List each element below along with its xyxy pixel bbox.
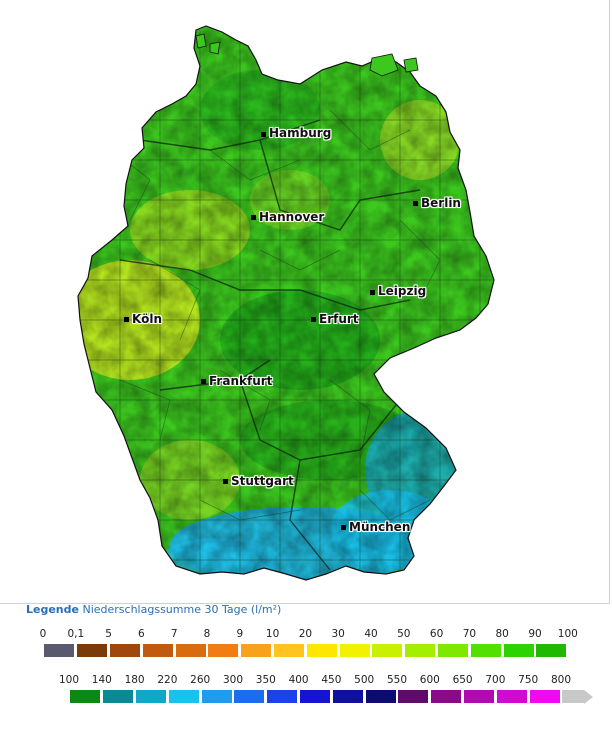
city-dot-icon: [201, 379, 206, 384]
scale-swatch: [241, 644, 272, 657]
scale-swatch: [496, 690, 527, 703]
scale-label: 100: [557, 628, 578, 640]
scale-swatch: [208, 644, 239, 657]
scale-swatch: [332, 690, 363, 703]
scale-swatch: [536, 644, 567, 657]
scale-label: 350: [255, 674, 276, 686]
color-scale-row-1: 0 0,1 5 6 7 8 9 10 20 30 40 50 60 70 80 90 100: [0, 628, 612, 664]
scale-label: 70: [462, 628, 477, 640]
city-dot-icon: [341, 525, 346, 530]
scale-label: 400: [288, 674, 309, 686]
scale-label: 550: [386, 674, 408, 686]
scale-swatch: [201, 690, 232, 703]
scale-label: 0: [39, 628, 47, 640]
coastal-islands: [195, 33, 419, 77]
city-label: Frankfurt: [209, 374, 273, 388]
scale-label: 7: [170, 628, 178, 640]
scale-label: 50: [397, 628, 411, 640]
scale-swatch: [110, 644, 140, 657]
color-scale-row-2: 100 140 180 220 260 300 350 400 450 500 550 600 650 7…: [0, 674, 612, 710]
scale-label: 600: [419, 674, 440, 686]
city-label: Hannover: [259, 210, 325, 224]
scale-swatch: [405, 644, 436, 657]
scale-swatch: [274, 644, 304, 657]
scale-swatch: [372, 644, 403, 657]
scale-swatch: [503, 644, 534, 657]
scale-label: 10: [265, 628, 280, 640]
legend-subtitle: Niederschlagssumme 30 Tage: [82, 603, 248, 616]
scale-label: 300: [222, 674, 244, 686]
scale-label: 90: [528, 628, 542, 640]
scale-label: 0,1: [67, 628, 85, 640]
city-dot-icon: [413, 201, 418, 206]
scale-label: 60: [429, 628, 444, 640]
scale-label: 40: [364, 628, 378, 640]
scale-swatch: [103, 690, 134, 703]
scale-swatch: [300, 690, 330, 703]
district-borders: [80, 30, 494, 580]
scale-swatch: [142, 644, 173, 657]
scale-label: 80: [495, 628, 509, 640]
scale-label: 800: [550, 674, 572, 686]
scale-arrow-icon: [584, 690, 594, 704]
state-borders: [119, 119, 421, 571]
city-label: Berlin: [421, 196, 461, 210]
scale-swatch: [464, 690, 494, 703]
legend-title: Legende: [26, 603, 79, 616]
scale-label: 220: [157, 674, 178, 686]
city-label: Leipzig: [378, 284, 427, 298]
legend-unit: (l/m²): [250, 603, 282, 616]
city-label: Stuttgart: [231, 474, 294, 488]
scale-label: 140: [91, 674, 112, 686]
scale-swatch: [168, 690, 199, 703]
scale-swatch: [77, 644, 108, 657]
scale-label: 100: [58, 674, 80, 686]
scale-swatch: [470, 644, 501, 657]
scale-swatch: [339, 644, 370, 657]
scale-swatch: [431, 690, 462, 703]
scale-swatch: [562, 690, 585, 703]
city-label: Hamburg: [269, 126, 332, 140]
scale-swatch: [267, 690, 298, 703]
scale-label: 8: [203, 628, 211, 640]
scale-swatch: [529, 690, 560, 703]
city-dot-icon: [370, 290, 375, 295]
scale-label: 260: [190, 674, 211, 686]
footer-blank: [30, 706, 610, 750]
scale-label: 450: [321, 674, 342, 686]
map-fill: [78, 26, 494, 580]
city-label: Erfurt: [319, 312, 359, 326]
legend-heading: Legende Niederschlagssumme 30 Tage (l/m²…: [26, 603, 281, 616]
scale-swatch: [136, 690, 166, 703]
city-dot-icon: [261, 132, 266, 137]
precipitation-map[interactable]: [0, 0, 610, 604]
scale-label: 180: [124, 674, 145, 686]
city-label: München: [349, 520, 411, 534]
scale-swatch: [398, 690, 429, 703]
scale-swatch: [438, 644, 468, 657]
scale-swatch: [175, 644, 206, 657]
scale-label: 500: [354, 674, 375, 686]
scale-swatch: [234, 690, 265, 703]
scale-label: 9: [236, 628, 244, 640]
city-dot-icon: [311, 317, 316, 322]
scale-swatch: [306, 644, 337, 657]
city-dot-icon: [124, 317, 129, 322]
scale-label: 6: [138, 628, 145, 640]
map-frame: Hamburg Berlin Hannover Leipzig Köln Erf…: [0, 0, 610, 604]
scale-label: 650: [452, 674, 473, 686]
scale-label: 30: [331, 628, 345, 640]
scale-label: 700: [485, 674, 506, 686]
scale-label: 750: [518, 674, 539, 686]
scale-label: 5: [105, 628, 112, 640]
city-dot-icon: [251, 215, 256, 220]
city-dot-icon: [223, 479, 228, 484]
scale-swatch: [365, 690, 396, 703]
scale-swatch: [44, 644, 75, 657]
scale-swatch: [70, 690, 101, 703]
scale-label: 20: [298, 628, 313, 640]
city-label: Köln: [132, 312, 162, 326]
